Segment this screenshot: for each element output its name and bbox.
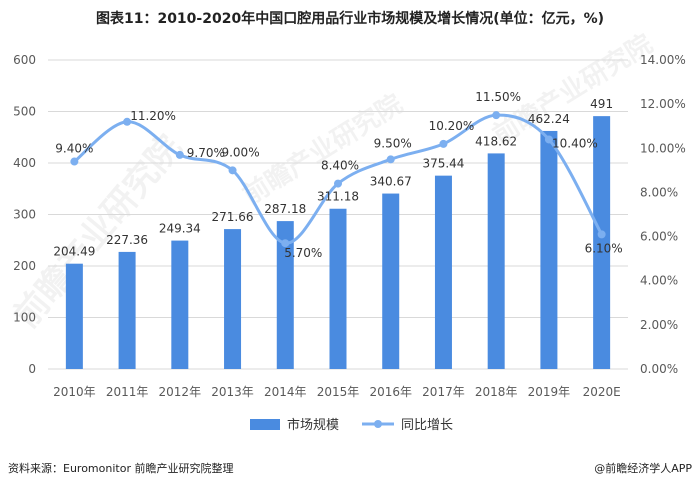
- right-y-axis: 0.00% 2.00% 4.00% 6.00% 8.00% 10.00% 12.00% 14.…: [640, 53, 686, 376]
- line-value-label: 10.40%: [552, 136, 598, 150]
- bar: [224, 229, 242, 369]
- line-value-label: 9.70%: [187, 146, 225, 160]
- line-series: [70, 111, 606, 248]
- right-y-tick-label: 4.00%: [640, 274, 678, 288]
- legend: 市场规模 同比增长: [250, 417, 453, 433]
- growth-point: [439, 139, 448, 148]
- bar-value-label: 491: [590, 97, 613, 111]
- growth-point: [334, 179, 342, 188]
- right-y-tick-label: 8.00%: [640, 185, 678, 199]
- legend-bar-label: 市场规模: [287, 417, 339, 433]
- right-y-tick-label: 10.00%: [640, 141, 686, 155]
- left-y-tick-label: 300: [13, 208, 36, 222]
- left-y-tick-label: 600: [13, 53, 36, 67]
- brand-credit: @前瞻经济学人APP: [594, 462, 692, 475]
- bar: [65, 263, 83, 369]
- bar-value-label: 204.49: [53, 245, 95, 259]
- line-value-label: 11.20%: [130, 109, 176, 123]
- bar-value-label: 271.66: [212, 210, 254, 224]
- bar: [329, 208, 347, 369]
- right-y-tick-label: 6.00%: [640, 230, 678, 244]
- x-tick-label: 2019年: [528, 385, 571, 399]
- line-value-label: 6.10%: [585, 241, 623, 255]
- x-tick-label: 2018年: [475, 385, 518, 399]
- line-value-label: 11.50%: [475, 90, 521, 104]
- growth-point: [492, 111, 501, 120]
- bar: [593, 116, 611, 369]
- source-note: 资料来源：Euromonitor 前瞻产业研究院整理: [8, 462, 234, 475]
- bar-value-label: 227.36: [106, 233, 148, 247]
- right-y-tick-label: 12.00%: [640, 97, 686, 111]
- growth-point: [597, 230, 606, 239]
- x-axis: 2010年 2011年 2012年 2013年 2014年 2015年 2016年 2017年…: [53, 385, 621, 399]
- left-y-axis: 0 100 200 300 400 500 600: [13, 53, 36, 376]
- growth-point: [123, 117, 132, 126]
- line-value-label: 9.40%: [55, 142, 93, 156]
- bar: [276, 221, 294, 369]
- right-y-tick-label: 14.00%: [640, 53, 686, 67]
- growth-point: [386, 155, 395, 164]
- left-y-tick-label: 0: [28, 362, 36, 376]
- growth-point: [281, 239, 290, 248]
- bar-value-label: 375.44: [422, 157, 464, 171]
- growth-point: [228, 166, 237, 175]
- x-tick-label: 2016年: [369, 385, 412, 399]
- bar: [434, 175, 452, 369]
- legend-line-marker: [374, 420, 382, 428]
- bar: [118, 251, 136, 369]
- bar: [171, 240, 189, 369]
- bar: [487, 153, 505, 369]
- data-labels: 204.49 227.36 249.34 271.66 287.18 311.18 340.…: [53, 90, 622, 260]
- bar-value-label: 418.62: [475, 134, 517, 148]
- right-y-tick-label: 0.00%: [640, 362, 678, 376]
- bar-series: [65, 116, 611, 369]
- legend-line-label: 同比增长: [401, 418, 453, 433]
- x-tick-label: 2010年: [53, 385, 96, 399]
- left-y-tick-label: 200: [13, 259, 36, 273]
- x-tick-label: 2017年: [422, 385, 465, 399]
- bar-value-label: 287.18: [264, 202, 306, 216]
- line-value-label: 9.00%: [221, 145, 259, 159]
- bar: [540, 130, 558, 369]
- x-tick-label: 2011年: [106, 385, 149, 399]
- line-value-label: 8.40%: [321, 159, 359, 173]
- growth-point: [70, 157, 79, 166]
- left-y-tick-label: 400: [13, 156, 36, 170]
- line-value-label: 10.20%: [429, 119, 475, 133]
- bar: [382, 193, 400, 369]
- x-tick-label: 2014年: [264, 385, 307, 399]
- right-y-tick-label: 2.00%: [640, 318, 678, 332]
- x-tick-label: 2012年: [159, 385, 202, 399]
- bar-value-label: 340.67: [370, 175, 412, 189]
- bar-value-label: 462.24: [528, 112, 570, 126]
- bar-value-label: 311.18: [317, 190, 359, 204]
- x-tick-label: 2013年: [211, 385, 254, 399]
- growth-point: [544, 135, 553, 144]
- line-value-label: 5.70%: [284, 246, 322, 260]
- x-tick-label: 2015年: [317, 385, 360, 399]
- x-tick-label: 2020E: [583, 385, 621, 399]
- legend-bar-swatch: [250, 419, 280, 430]
- bar-value-label: 249.34: [159, 222, 201, 236]
- growth-point: [175, 150, 184, 159]
- left-y-tick-label: 100: [13, 311, 36, 325]
- left-y-tick-label: 500: [13, 105, 36, 119]
- chart-title: 图表11：2010-2020年中国口腔用品行业市场规模及增长情况(单位：亿元，%…: [95, 11, 605, 27]
- line-value-label: 9.50%: [374, 136, 412, 150]
